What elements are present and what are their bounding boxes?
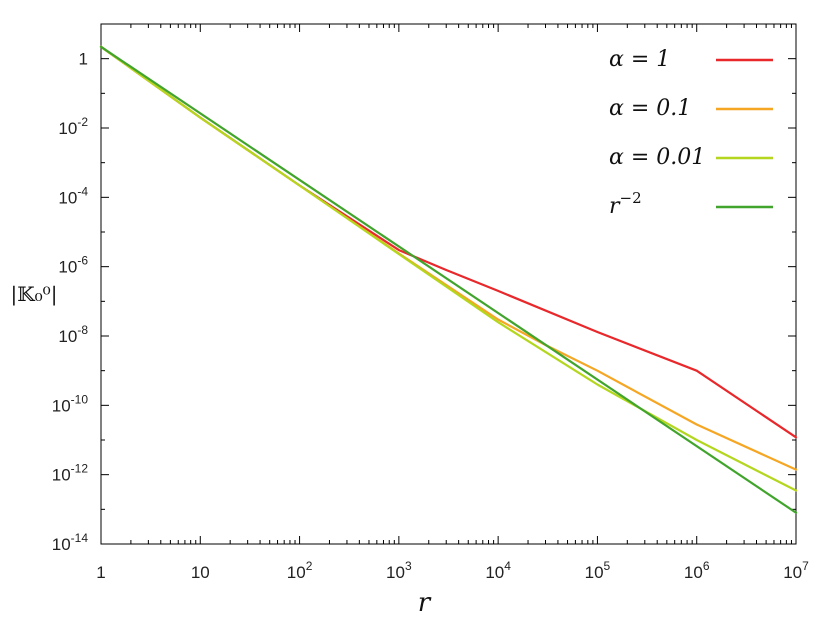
x-tick-label: 103	[386, 559, 412, 582]
legend: α = 1 α = 0.1 α = 0.01 r−2	[609, 47, 773, 219]
x-tick-label: 10	[191, 563, 210, 582]
x-tick-label-base: 10	[191, 563, 210, 582]
x-tick-label-base: 10	[684, 563, 703, 582]
x-tick-label: 1	[96, 563, 105, 582]
y-tick-label-base: 10	[52, 535, 71, 554]
series-line-1	[99, 45, 798, 471]
y-tick-label: 10-8	[58, 323, 88, 346]
series-line-2	[99, 45, 798, 492]
axis-ticks	[100, 23, 797, 545]
y-tick-label: 10-14	[52, 531, 89, 554]
legend-label-0: α = 1	[609, 47, 670, 72]
legend-label-main: α = 1	[609, 47, 670, 72]
y-tick-label-exponent: -8	[77, 323, 88, 337]
y-tick-label-exponent: -4	[77, 184, 88, 198]
x-axis-label: r	[418, 588, 432, 618]
y-tick-label-base: 10	[58, 327, 77, 346]
y-tick-label-base: 1	[79, 50, 88, 69]
x-tick-label-exponent: 2	[306, 559, 313, 573]
x-tick-label: 105	[585, 559, 611, 582]
x-tick-label-base: 1	[96, 563, 105, 582]
y-tick-label-base: 10	[52, 396, 71, 415]
x-tick-label-exponent: 7	[802, 559, 809, 573]
x-tick-label-exponent: 6	[703, 559, 710, 573]
x-tick-label-base: 10	[386, 563, 405, 582]
legend-label-exponent: −2	[620, 189, 642, 207]
series-line-0	[99, 45, 798, 439]
legend-label-2: α = 0.01	[609, 145, 705, 170]
legend-label-1: α = 0.1	[609, 96, 691, 121]
legend-label-main: α = 0.1	[609, 96, 691, 121]
y-tick-label-exponent: -6	[77, 254, 88, 268]
y-tick-label: 10-12	[52, 462, 89, 485]
y-tick-label: 1	[79, 50, 88, 69]
x-tick-label: 104	[485, 559, 511, 582]
y-tick-label-base: 10	[52, 466, 71, 485]
x-tick-label-base: 10	[287, 563, 306, 582]
y-tick-label-exponent: -10	[71, 392, 89, 406]
x-tick-label: 102	[287, 559, 313, 582]
x-tick-label-exponent: 3	[405, 559, 412, 573]
tick-labels: 1 10 102 103 104 105 106 107110-210-410-610-810…	[52, 50, 809, 582]
y-tick-label: 10-4	[58, 184, 88, 207]
series-lines	[99, 45, 798, 514]
legend-label-3: r−2	[609, 189, 642, 219]
y-tick-label-exponent: -14	[71, 531, 89, 545]
x-tick-label: 106	[684, 559, 710, 582]
series-line-3	[99, 45, 798, 514]
plot-frame	[100, 23, 797, 545]
y-tick-label-base: 10	[58, 258, 77, 277]
x-tick-label-exponent: 5	[604, 559, 611, 573]
legend-label-main: α = 0.01	[609, 145, 705, 170]
y-axis-label: |𝕂₀⁰|	[11, 282, 58, 307]
x-tick-label-base: 10	[783, 563, 802, 582]
y-tick-label: 10-2	[58, 115, 88, 138]
y-tick-label-base: 10	[58, 188, 77, 207]
x-tick-label-base: 10	[485, 563, 504, 582]
x-tick-label-base: 10	[585, 563, 604, 582]
y-tick-label-base: 10	[58, 119, 77, 138]
y-tick-label-exponent: -12	[71, 462, 89, 476]
x-tick-label-exponent: 4	[504, 559, 511, 573]
legend-label-main: r	[609, 194, 621, 219]
y-tick-label: 10-10	[52, 392, 89, 415]
y-tick-label-exponent: -2	[77, 115, 88, 129]
x-tick-label: 107	[783, 559, 809, 582]
y-tick-label: 10-6	[58, 254, 88, 277]
